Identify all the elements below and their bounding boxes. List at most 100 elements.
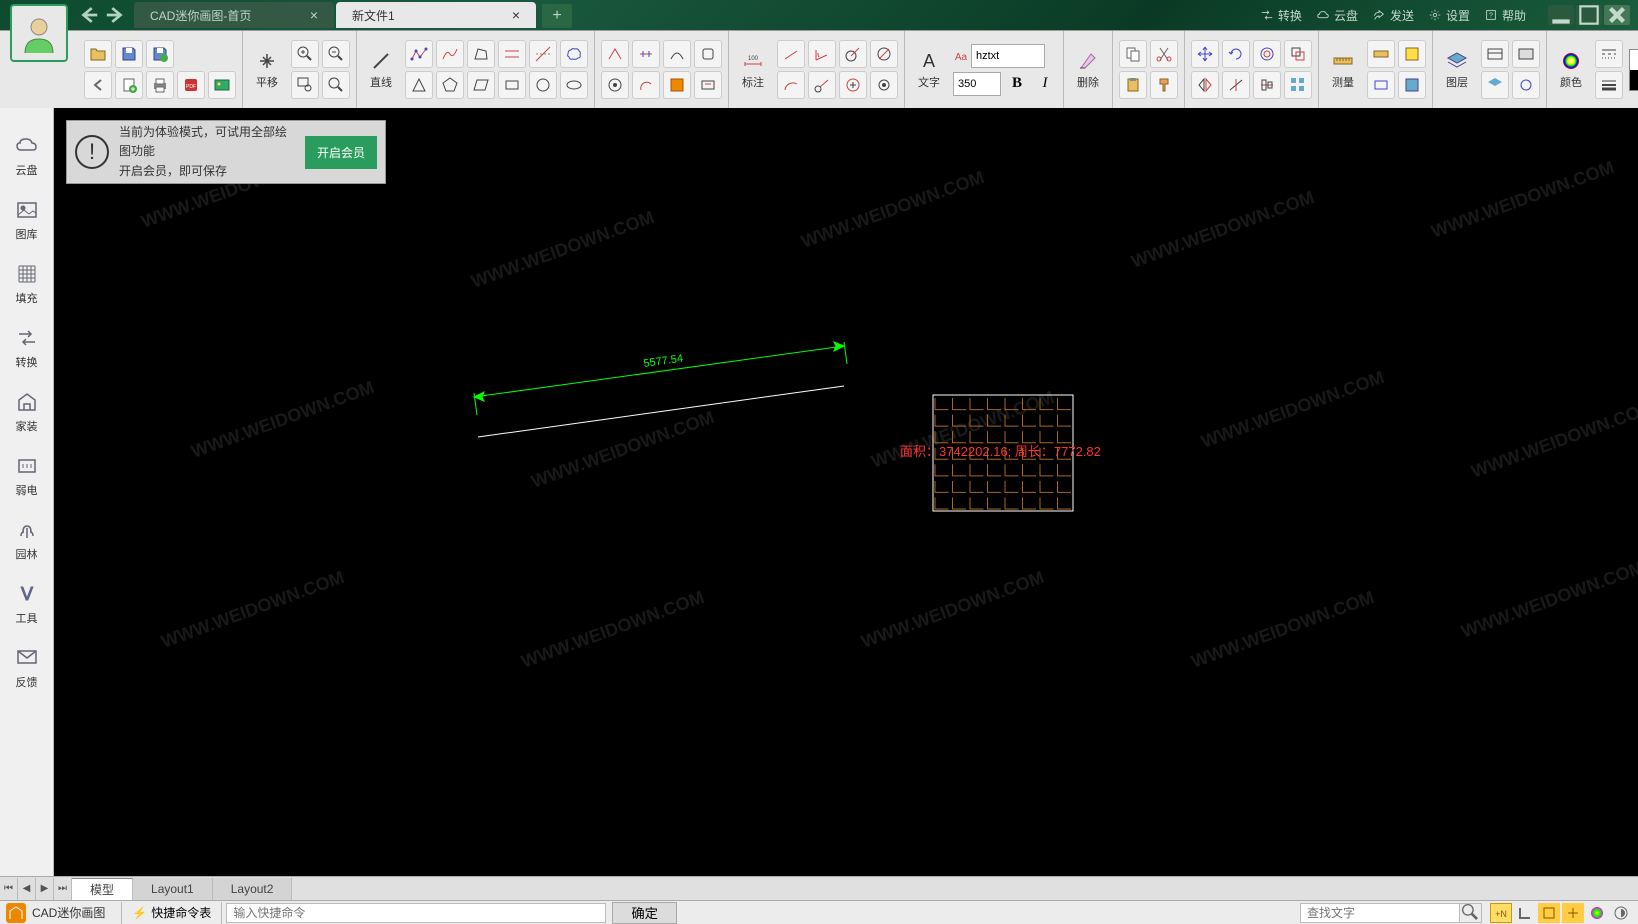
- move-button[interactable]: [1191, 40, 1219, 68]
- redo-button[interactable]: [104, 4, 126, 26]
- list-button[interactable]: [1398, 71, 1426, 99]
- polyline-button[interactable]: [405, 40, 433, 68]
- drawing-canvas[interactable]: WWW.WEIDOWN.COMWWW.WEIDOWN.COMWWW.WEIDOW…: [54, 108, 1638, 876]
- maximize-button[interactable]: [1576, 5, 1602, 25]
- bold-button[interactable]: B: [1005, 72, 1029, 96]
- sidebar-item-gallery[interactable]: 图库: [0, 188, 53, 252]
- send-button[interactable]: 发送: [1372, 7, 1414, 24]
- new-button[interactable]: [115, 71, 143, 99]
- cloud-button[interactable]: 云盘: [1316, 7, 1358, 24]
- nav-next[interactable]: ▶: [36, 878, 54, 900]
- back-button[interactable]: [84, 71, 112, 99]
- measure-button[interactable]: 测量: [1325, 46, 1361, 94]
- osnap-icon[interactable]: [1562, 903, 1584, 923]
- tab-home[interactable]: CAD迷你画图-首页×: [134, 2, 334, 28]
- color-wheel-icon[interactable]: [1586, 903, 1608, 923]
- delete-button[interactable]: 删除: [1070, 46, 1106, 94]
- canvas-area[interactable]: ! 当前为体验模式，可试用全部绘图功能 开启会员，即可保存 开启会员 WWW.W…: [54, 108, 1638, 876]
- pdf-button[interactable]: PDF: [177, 71, 205, 99]
- sidebar-item-fill[interactable]: 填充: [0, 252, 53, 316]
- layer-button[interactable]: 图层: [1439, 46, 1475, 94]
- nav-last[interactable]: ⏭: [54, 878, 72, 900]
- dist-button[interactable]: [1367, 40, 1395, 68]
- toggle-icon[interactable]: [1610, 903, 1632, 923]
- cmd-table-button[interactable]: ⚡快捷命令表: [121, 902, 222, 924]
- scale-button[interactable]: [1253, 40, 1281, 68]
- sidebar-item-cloud[interactable]: 云盘: [0, 124, 53, 188]
- copy-button[interactable]: [1119, 40, 1147, 68]
- convert-button[interactable]: 转换: [1260, 7, 1302, 24]
- arc5-button[interactable]: [632, 71, 660, 99]
- close-button[interactable]: [1604, 5, 1630, 25]
- arc3-button[interactable]: [663, 40, 691, 68]
- arc4-button[interactable]: [694, 40, 722, 68]
- area-button[interactable]: [1398, 40, 1426, 68]
- revcloud-button[interactable]: [560, 40, 588, 68]
- rotate-button[interactable]: [1222, 40, 1250, 68]
- triangle-button[interactable]: [405, 71, 433, 99]
- ortho-icon[interactable]: [1514, 903, 1536, 923]
- rect-button[interactable]: [498, 71, 526, 99]
- tab-file1[interactable]: 新文件1×: [336, 2, 536, 28]
- format-painter-button[interactable]: [1150, 71, 1178, 99]
- print-button[interactable]: [146, 71, 174, 99]
- font-size-select[interactable]: [953, 72, 1001, 96]
- zoom-out-button[interactable]: [322, 40, 350, 68]
- annotate-button[interactable]: 100标注: [735, 46, 771, 94]
- sidebar-item-feedback[interactable]: 反馈: [0, 636, 53, 700]
- color-button[interactable]: 颜色: [1553, 46, 1589, 94]
- linetype-button[interactable]: [1595, 40, 1623, 68]
- add-tab-button[interactable]: +: [542, 4, 572, 28]
- sidebar-item-tool[interactable]: V工具: [0, 572, 53, 636]
- sidebar-item-weak[interactable]: 弱电: [0, 444, 53, 508]
- nav-first[interactable]: ⏮: [0, 878, 18, 900]
- mline-button[interactable]: [498, 40, 526, 68]
- color-swatch[interactable]: [1630, 50, 1638, 70]
- spline-button[interactable]: [436, 40, 464, 68]
- command-input[interactable]: [226, 903, 606, 923]
- paste-button[interactable]: [1119, 71, 1147, 99]
- arc2-button[interactable]: [632, 40, 660, 68]
- sidebar-item-garden[interactable]: 园林: [0, 508, 53, 572]
- offset-button[interactable]: [1284, 40, 1312, 68]
- font-select[interactable]: [971, 44, 1045, 68]
- zoom-in-button[interactable]: [291, 40, 319, 68]
- grid-icon[interactable]: [1538, 903, 1560, 923]
- settings-button[interactable]: 设置: [1428, 7, 1470, 24]
- italic-button[interactable]: I: [1033, 72, 1057, 96]
- layer-freeze-button[interactable]: [1512, 71, 1540, 99]
- text-button[interactable]: A文字: [911, 46, 947, 94]
- dim-angular-button[interactable]: [808, 40, 836, 68]
- search-input[interactable]: [1300, 903, 1460, 923]
- region-button[interactable]: [694, 71, 722, 99]
- donut-button[interactable]: [601, 71, 629, 99]
- layer-prop-button[interactable]: [1481, 40, 1509, 68]
- leader-button[interactable]: [808, 71, 836, 99]
- open-button[interactable]: [84, 40, 112, 68]
- id-button[interactable]: [1367, 71, 1395, 99]
- close-icon[interactable]: ×: [310, 7, 318, 23]
- image-button[interactable]: [208, 71, 236, 99]
- dim-ord-button[interactable]: [839, 71, 867, 99]
- pentagon-button[interactable]: [436, 71, 464, 99]
- close-icon[interactable]: ×: [512, 7, 520, 23]
- minimize-button[interactable]: [1548, 5, 1574, 25]
- layer-iso-button[interactable]: [1481, 71, 1509, 99]
- hatch-button[interactable]: [663, 71, 691, 99]
- sidebar-item-convert[interactable]: 转换: [0, 316, 53, 380]
- zoom-window-button[interactable]: [291, 71, 319, 99]
- enable-member-button[interactable]: 开启会员: [305, 136, 377, 169]
- circle-button[interactable]: [529, 71, 557, 99]
- undo-button[interactable]: [78, 4, 100, 26]
- snap-icon[interactable]: +N: [1490, 903, 1512, 923]
- line-button[interactable]: 直线: [363, 46, 399, 94]
- user-avatar[interactable]: [10, 4, 68, 62]
- layout-tab[interactable]: Layout1: [133, 878, 213, 900]
- lineweight-button[interactable]: [1595, 71, 1623, 99]
- color-swatch[interactable]: [1630, 70, 1638, 90]
- saveas-button[interactable]: [146, 40, 174, 68]
- array-button[interactable]: [1284, 71, 1312, 99]
- ellipse-button[interactable]: [560, 71, 588, 99]
- xline-button[interactable]: [529, 40, 557, 68]
- polygon-button[interactable]: [467, 40, 495, 68]
